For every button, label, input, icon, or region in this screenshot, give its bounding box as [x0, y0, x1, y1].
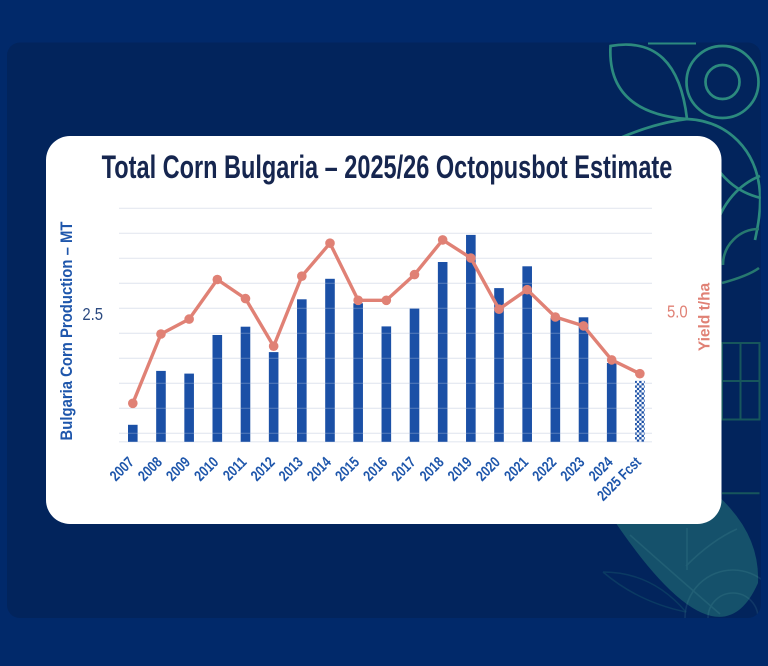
svg-text:2.5: 2.5 — [82, 305, 103, 324]
svg-text:5.0: 5.0 — [667, 302, 688, 321]
svg-text:Yield t/ha: Yield t/ha — [697, 282, 714, 351]
svg-text:Bulgaria Corn Production – MT: Bulgaria Corn Production – MT — [58, 221, 76, 440]
svg-text:Total Corn Bulgaria – 2025/26: Total Corn Bulgaria – 2025/26 Octopusbot… — [102, 150, 673, 185]
